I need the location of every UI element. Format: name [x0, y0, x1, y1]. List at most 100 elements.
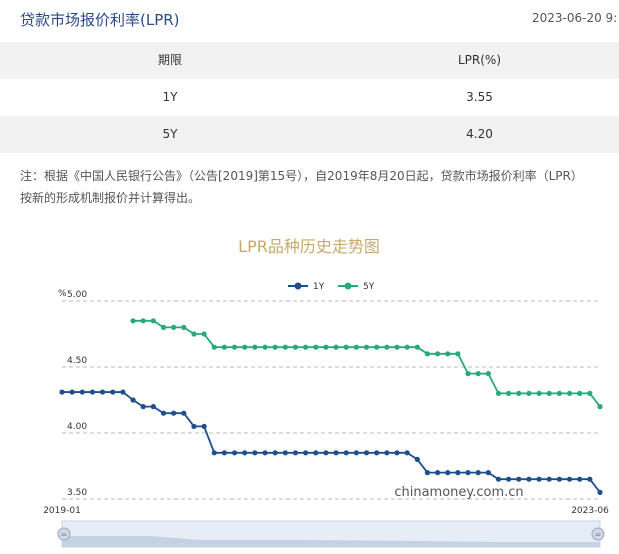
data-point-1y[interactable] — [353, 450, 359, 456]
data-point-1y[interactable] — [465, 470, 471, 476]
data-point-5y[interactable] — [394, 344, 400, 350]
data-point-5y[interactable] — [546, 390, 552, 396]
data-point-1y[interactable] — [89, 389, 96, 395]
data-point-1y[interactable] — [546, 476, 552, 482]
data-point-1y[interactable] — [242, 450, 248, 456]
data-point-1y[interactable] — [566, 476, 573, 482]
data-point-1y[interactable] — [516, 476, 522, 482]
data-point-5y[interactable] — [536, 390, 542, 396]
data-point-5y[interactable] — [201, 331, 207, 337]
data-point-1y[interactable] — [343, 450, 349, 456]
data-point-5y[interactable] — [404, 344, 410, 350]
data-point-1y[interactable] — [160, 410, 167, 416]
data-point-5y[interactable] — [343, 344, 349, 350]
data-point-5y[interactable] — [333, 344, 339, 350]
data-point-1y[interactable] — [506, 476, 512, 482]
legend-item-1y[interactable]: 1Y — [288, 282, 325, 292]
data-point-1y[interactable] — [272, 450, 278, 456]
data-point-1y[interactable] — [171, 410, 177, 416]
data-point-5y[interactable] — [160, 324, 167, 330]
data-point-1y[interactable] — [110, 389, 116, 395]
data-point-1y[interactable] — [526, 476, 532, 482]
data-point-1y[interactable] — [140, 404, 146, 410]
data-point-1y[interactable] — [475, 470, 481, 476]
data-point-1y[interactable] — [262, 450, 268, 456]
data-point-1y[interactable] — [303, 450, 309, 456]
data-point-1y[interactable] — [404, 450, 410, 456]
slider-right-handle[interactable] — [591, 527, 605, 541]
data-point-5y[interactable] — [171, 324, 177, 330]
data-point-5y[interactable] — [363, 344, 370, 350]
data-point-5y[interactable] — [140, 318, 146, 324]
data-point-1y[interactable] — [363, 450, 370, 456]
data-point-5y[interactable] — [272, 344, 278, 350]
data-point-5y[interactable] — [313, 344, 319, 350]
data-point-1y[interactable] — [556, 476, 562, 482]
data-point-5y[interactable] — [191, 331, 197, 337]
data-point-5y[interactable] — [577, 390, 583, 396]
data-point-5y[interactable] — [506, 390, 512, 396]
data-point-1y[interactable] — [201, 423, 207, 429]
data-point-1y[interactable] — [313, 450, 319, 456]
data-point-1y[interactable] — [79, 389, 85, 395]
data-point-1y[interactable] — [495, 476, 502, 482]
data-point-1y[interactable] — [424, 470, 431, 476]
data-point-1y[interactable] — [374, 450, 380, 456]
data-point-5y[interactable] — [434, 351, 441, 357]
data-point-1y[interactable] — [292, 450, 299, 456]
data-point-5y[interactable] — [130, 318, 136, 324]
data-point-5y[interactable] — [242, 344, 248, 350]
data-point-1y[interactable] — [323, 450, 329, 456]
data-point-1y[interactable] — [414, 456, 420, 462]
data-point-5y[interactable] — [485, 371, 491, 377]
data-point-1y[interactable] — [252, 450, 258, 456]
data-point-1y[interactable] — [384, 450, 390, 456]
data-point-1y[interactable] — [333, 450, 339, 456]
data-point-1y[interactable] — [100, 389, 106, 395]
data-point-5y[interactable] — [424, 351, 431, 357]
data-point-1y[interactable] — [577, 476, 583, 482]
legend-item-5y[interactable]: 5Y — [338, 282, 375, 292]
data-point-1y[interactable] — [536, 476, 542, 482]
data-point-5y[interactable] — [231, 344, 238, 350]
data-point-1y[interactable] — [120, 389, 126, 395]
data-point-5y[interactable] — [445, 351, 451, 357]
range-slider[interactable]: = = — [57, 520, 605, 548]
data-point-5y[interactable] — [150, 318, 156, 324]
data-point-5y[interactable] — [262, 344, 268, 350]
data-point-1y[interactable] — [181, 410, 187, 416]
data-point-5y[interactable] — [526, 390, 532, 396]
data-point-1y[interactable] — [434, 470, 441, 476]
data-point-1y[interactable] — [69, 389, 75, 395]
data-point-5y[interactable] — [303, 344, 309, 350]
data-point-5y[interactable] — [597, 404, 603, 410]
data-point-5y[interactable] — [211, 344, 217, 350]
data-point-5y[interactable] — [292, 344, 299, 350]
data-point-5y[interactable] — [475, 371, 481, 377]
data-point-5y[interactable] — [181, 324, 187, 330]
data-point-5y[interactable] — [252, 344, 258, 350]
data-point-1y[interactable] — [130, 397, 136, 403]
data-point-5y[interactable] — [323, 344, 329, 350]
data-point-5y[interactable] — [516, 390, 522, 396]
data-point-5y[interactable] — [414, 344, 420, 350]
data-point-1y[interactable] — [394, 450, 400, 456]
data-point-1y[interactable] — [597, 489, 603, 495]
data-point-5y[interactable] — [495, 390, 502, 396]
slider-left-handle[interactable] — [57, 527, 71, 541]
data-point-5y[interactable] — [353, 344, 359, 350]
data-point-5y[interactable] — [587, 390, 593, 396]
data-point-1y[interactable] — [455, 470, 461, 476]
chart-legend[interactable]: 1Y 5Y — [288, 282, 375, 292]
data-point-1y[interactable] — [587, 476, 593, 482]
data-point-1y[interactable] — [191, 423, 197, 429]
data-point-5y[interactable] — [221, 344, 228, 350]
data-point-5y[interactable] — [384, 344, 390, 350]
data-point-1y[interactable] — [221, 450, 228, 456]
data-point-1y[interactable] — [211, 450, 217, 456]
data-point-1y[interactable] — [59, 389, 65, 395]
data-point-5y[interactable] — [282, 344, 288, 350]
data-point-1y[interactable] — [150, 404, 156, 410]
data-point-5y[interactable] — [455, 351, 461, 357]
data-point-1y[interactable] — [485, 470, 491, 476]
